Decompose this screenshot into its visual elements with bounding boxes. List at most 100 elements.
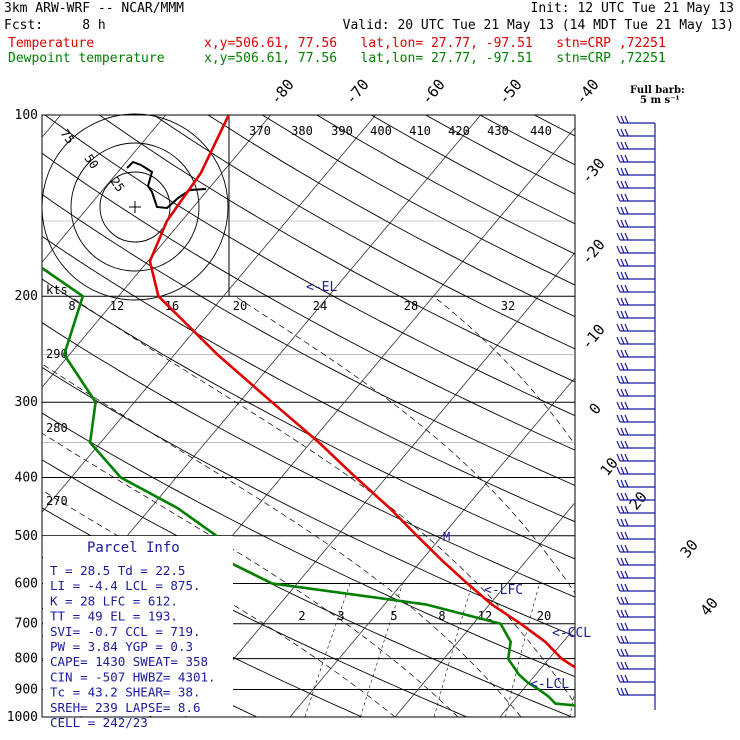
wind-barb-flag — [616, 180, 621, 189]
wind-barb — [616, 479, 655, 488]
wind-barb-flag — [624, 245, 629, 254]
init-time: Init: 12 UTC Tue 21 May 13 — [530, 1, 735, 16]
wind-barb — [616, 349, 655, 358]
moist-adiabat-line — [433, 295, 575, 446]
wind-barb-flag — [624, 167, 629, 176]
wind-barb — [616, 258, 655, 267]
wind-barb — [616, 518, 655, 527]
wind-barb-flag — [624, 258, 629, 267]
isotherm-label: -50 — [495, 76, 526, 108]
wind-barb-flag — [616, 232, 621, 241]
wind-barb-flag — [624, 570, 629, 579]
wind-barb-flag — [616, 310, 621, 319]
hodo-ring-25 — [99, 171, 171, 243]
wind-barb-flag — [620, 570, 625, 579]
wind-barb-flag — [616, 349, 621, 358]
wind-barb-flag — [620, 674, 625, 683]
wind-barb — [616, 297, 655, 306]
wind-barb-flag — [624, 206, 629, 215]
wind-barb — [616, 674, 655, 683]
isotherm-line — [42, 115, 271, 388]
wind-barb-flag — [620, 206, 625, 215]
wind-barb-flag — [620, 349, 625, 358]
dry-adiabat-line — [479, 115, 575, 166]
el-marker: <-EL — [306, 280, 337, 295]
moist-adiabat-line — [42, 432, 459, 717]
hodograph-trace — [126, 160, 207, 210]
wind-barb-flag — [616, 362, 621, 371]
isotherm-label: 30 — [676, 536, 701, 561]
wind-barb-flag — [620, 635, 625, 644]
dry-adiabat-line — [316, 115, 575, 255]
wind-barb-flag — [616, 427, 621, 436]
parcel-info-box: Parcel Info T = 28.5 Td = 22.5LI = -4.4 L… — [43, 536, 233, 730]
isotherm-line — [289, 377, 575, 717]
wind-barb — [616, 661, 655, 670]
wind-barb-flag — [620, 284, 625, 293]
hodo-unit-label: kts — [46, 283, 68, 297]
wind-barb — [616, 531, 655, 540]
parcel-row: CELL = 242/23 — [50, 715, 148, 730]
sounding-traces — [42, 115, 575, 707]
wind-barb-flag — [620, 167, 625, 176]
dry-adiabat-line — [153, 115, 575, 350]
mixing-ratio-label: 20 — [537, 609, 551, 623]
wind-barb-flag — [624, 219, 629, 228]
wind-barb-flag — [620, 479, 625, 488]
wind-barb-flag — [620, 271, 625, 280]
wind-barb — [616, 544, 655, 553]
wind-barb-flag — [624, 557, 629, 566]
wind-barb — [616, 505, 655, 514]
wind-barb-flag — [620, 648, 625, 657]
isotherm-line — [710, 115, 740, 717]
hodo-speed-label: 16 — [165, 299, 179, 313]
lcl-marker: <-LCL — [530, 677, 569, 692]
wind-barb-flag — [620, 531, 625, 540]
wind-barb-flag — [620, 245, 625, 254]
moist-adiabat-line — [234, 295, 575, 594]
wind-barb — [616, 336, 655, 345]
wind-barb-flag — [624, 115, 629, 124]
mixing-ratio-line — [360, 583, 404, 717]
wind-barb-flag — [620, 492, 625, 501]
wind-barb-flag — [620, 440, 625, 449]
pressure-tick-label: 700 — [15, 617, 38, 632]
wind-barb-flag — [620, 505, 625, 514]
dry-adiabat-line — [42, 278, 575, 560]
wind-barb-flag — [624, 544, 629, 553]
wind-barb-flag — [616, 570, 621, 579]
background-grid — [42, 115, 740, 717]
wind-barb-flag — [620, 180, 625, 189]
mixing-ratio-label: 8 — [438, 609, 445, 623]
wind-barb-flag — [620, 661, 625, 670]
wind-barb-flag — [616, 531, 621, 540]
pressure-tick-label: 600 — [15, 576, 38, 591]
isotherm-label: -70 — [342, 76, 373, 108]
parcel-row: SREH= 239 LAPSE= 8.6 — [50, 700, 201, 715]
isotherm-label: 0 — [585, 400, 605, 418]
wind-barb-flag — [616, 492, 621, 501]
wind-barbs — [616, 115, 656, 710]
wind-barb-flag — [616, 648, 621, 657]
wind-barb — [616, 687, 655, 696]
wind-barb-flag — [624, 596, 629, 605]
wind-barb-flag — [616, 453, 621, 462]
pressure-tick-label: 500 — [15, 529, 38, 544]
wind-barb-flag — [624, 323, 629, 332]
wind-barb-flag — [620, 193, 625, 202]
wind-barb-flag — [616, 284, 621, 293]
wind-barb-flag — [616, 596, 621, 605]
wind-barb — [616, 622, 655, 631]
wind-barb-flag — [620, 401, 625, 410]
wind-barb-flag — [624, 635, 629, 644]
theta-left-label: 280 — [46, 421, 68, 435]
wind-barb — [616, 427, 655, 436]
isotherm-label: -20 — [578, 236, 609, 268]
wind-barb-flag — [616, 440, 621, 449]
wind-barb-flag — [624, 674, 629, 683]
wind-barb-flag — [620, 258, 625, 267]
valid-time: Valid: 20 UTC Tue 21 May 13 (14 MDT Tue … — [342, 18, 734, 33]
wind-barb-flag — [616, 544, 621, 553]
isotherm-label: -30 — [578, 155, 609, 187]
